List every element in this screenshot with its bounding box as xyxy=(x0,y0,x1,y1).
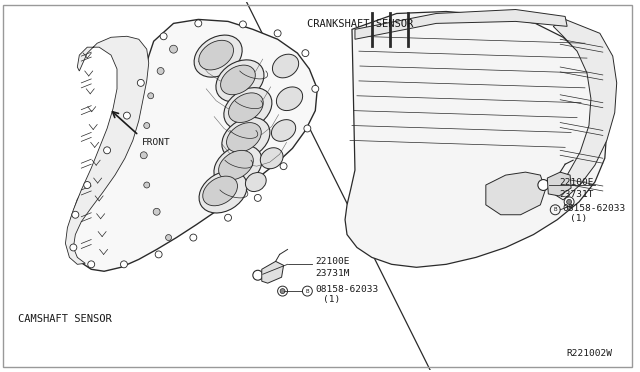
Circle shape xyxy=(155,251,162,258)
Circle shape xyxy=(253,270,263,280)
Ellipse shape xyxy=(221,65,255,95)
Ellipse shape xyxy=(227,123,261,152)
Polygon shape xyxy=(553,19,617,200)
Ellipse shape xyxy=(260,148,283,169)
Circle shape xyxy=(254,195,261,201)
Polygon shape xyxy=(345,12,607,267)
Text: 08158-62033: 08158-62033 xyxy=(316,285,378,294)
Circle shape xyxy=(144,182,150,188)
Ellipse shape xyxy=(228,93,263,122)
Circle shape xyxy=(157,67,164,74)
Ellipse shape xyxy=(199,40,234,70)
Ellipse shape xyxy=(273,54,299,78)
Polygon shape xyxy=(65,36,148,264)
Polygon shape xyxy=(262,262,284,283)
Circle shape xyxy=(280,163,287,170)
Circle shape xyxy=(304,125,311,132)
Ellipse shape xyxy=(276,87,303,110)
Polygon shape xyxy=(355,10,567,39)
Circle shape xyxy=(166,235,172,241)
Text: CRANKSHAFT SENSOR: CRANKSHAFT SENSOR xyxy=(307,19,413,29)
Circle shape xyxy=(195,20,202,27)
Ellipse shape xyxy=(219,150,253,180)
Circle shape xyxy=(124,112,131,119)
Circle shape xyxy=(120,261,127,268)
Ellipse shape xyxy=(214,145,262,187)
Circle shape xyxy=(70,244,77,251)
Ellipse shape xyxy=(222,118,270,160)
Circle shape xyxy=(84,182,91,189)
Circle shape xyxy=(280,289,285,294)
Circle shape xyxy=(564,197,574,207)
Text: B: B xyxy=(305,289,309,294)
Text: 23731T: 23731T xyxy=(559,190,594,199)
Circle shape xyxy=(566,199,572,204)
Text: (1): (1) xyxy=(323,295,340,304)
Circle shape xyxy=(312,85,319,92)
Text: 22100E: 22100E xyxy=(559,178,594,187)
Circle shape xyxy=(88,261,95,268)
Ellipse shape xyxy=(194,35,242,77)
Polygon shape xyxy=(486,172,545,215)
Circle shape xyxy=(148,93,154,99)
Circle shape xyxy=(153,208,160,215)
Text: FRONT: FRONT xyxy=(142,138,170,147)
Text: R221002W: R221002W xyxy=(567,349,612,357)
Ellipse shape xyxy=(216,60,264,102)
Circle shape xyxy=(239,21,246,28)
Text: 23731M: 23731M xyxy=(316,269,350,278)
Circle shape xyxy=(274,30,281,37)
Text: 22100E: 22100E xyxy=(316,257,350,266)
Circle shape xyxy=(278,286,287,296)
Text: CAMSHAFT SENSOR: CAMSHAFT SENSOR xyxy=(18,314,111,324)
Circle shape xyxy=(72,211,79,218)
Ellipse shape xyxy=(245,173,266,192)
Circle shape xyxy=(140,152,147,159)
Ellipse shape xyxy=(271,120,296,141)
Text: 08158-62033: 08158-62033 xyxy=(562,204,625,213)
Circle shape xyxy=(302,50,309,57)
Polygon shape xyxy=(547,172,571,196)
Circle shape xyxy=(190,234,197,241)
Circle shape xyxy=(170,45,177,53)
Circle shape xyxy=(138,79,144,86)
Circle shape xyxy=(225,214,232,221)
Text: (1): (1) xyxy=(570,214,588,223)
Ellipse shape xyxy=(199,171,247,213)
Ellipse shape xyxy=(224,88,272,130)
Circle shape xyxy=(144,122,150,128)
Ellipse shape xyxy=(203,176,237,206)
Circle shape xyxy=(160,33,167,40)
Circle shape xyxy=(104,147,111,154)
Polygon shape xyxy=(69,19,317,271)
Circle shape xyxy=(538,180,548,190)
Text: B: B xyxy=(554,207,557,212)
